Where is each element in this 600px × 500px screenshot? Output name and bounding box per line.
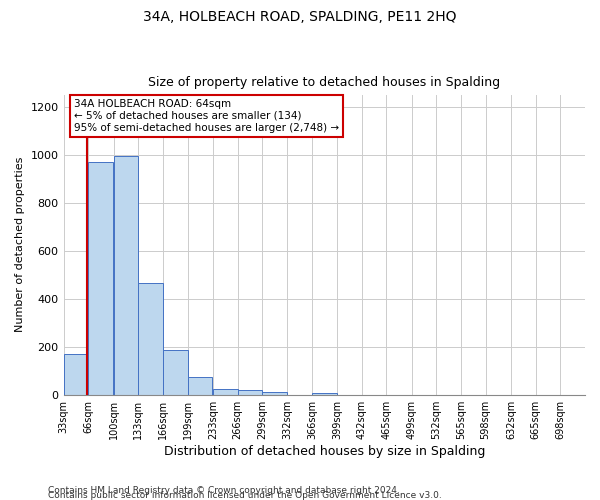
Bar (238, 390, 262, 394)
Bar (163, 350, 188, 395)
Y-axis label: Number of detached properties: Number of detached properties (15, 157, 25, 332)
Bar (113, 156, 138, 394)
Bar (188, 376, 212, 394)
Text: Contains public sector information licensed under the Open Government Licence v3: Contains public sector information licen… (48, 491, 442, 500)
X-axis label: Distribution of detached houses by size in Spalding: Distribution of detached houses by size … (164, 444, 485, 458)
Bar (213, 388, 238, 394)
Bar (313, 393, 337, 394)
Bar (138, 283, 163, 395)
Title: Size of property relative to detached houses in Spalding: Size of property relative to detached ho… (148, 76, 500, 90)
Text: 34A, HOLBEACH ROAD, SPALDING, PE11 2HQ: 34A, HOLBEACH ROAD, SPALDING, PE11 2HQ (143, 10, 457, 24)
Bar (64, 354, 88, 395)
Bar (262, 392, 287, 394)
Text: 34A HOLBEACH ROAD: 64sqm
← 5% of detached houses are smaller (134)
95% of semi-d: 34A HOLBEACH ROAD: 64sqm ← 5% of detache… (74, 100, 339, 132)
Text: Contains HM Land Registry data © Crown copyright and database right 2024.: Contains HM Land Registry data © Crown c… (48, 486, 400, 495)
Bar (88, 162, 113, 394)
